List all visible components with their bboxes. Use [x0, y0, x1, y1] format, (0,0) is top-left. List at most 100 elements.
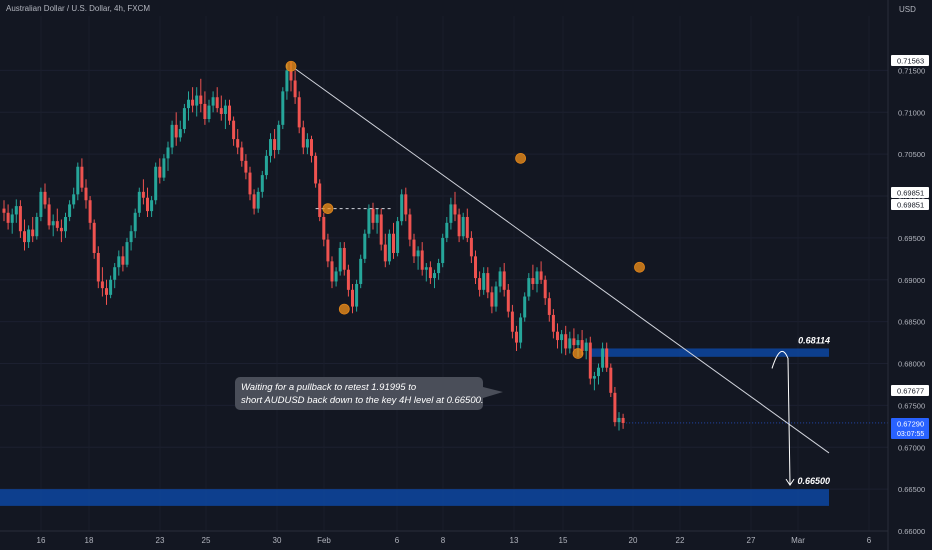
candle-bear	[543, 279, 547, 299]
price-label: 0.69851	[897, 201, 924, 210]
candle-bear	[310, 139, 313, 156]
candle-bull	[72, 194, 76, 205]
price-label: 0.67290	[897, 420, 924, 429]
y-tick-label: 0.71500	[898, 66, 925, 75]
candle-bear	[371, 208, 375, 223]
candle-bear	[515, 331, 518, 343]
support-zones: 0.68114 0.66500	[0, 335, 830, 506]
candle-bear	[105, 288, 108, 295]
candle-bear	[273, 139, 277, 150]
candle-bull	[433, 273, 436, 279]
candle-bull	[387, 233, 391, 262]
candle-bear	[551, 314, 555, 332]
candle-bull	[182, 108, 186, 130]
x-tick-label: 22	[676, 536, 685, 545]
candle-bull	[35, 216, 39, 237]
y-tick-label: 0.68000	[898, 360, 925, 369]
candle-bear	[203, 103, 207, 119]
candle-bull	[207, 105, 211, 119]
candle-bull	[449, 204, 453, 223]
callout-line-1: Waiting for a pullback to retest 1.91995…	[241, 382, 417, 393]
callout-line-2: short AUDUSD back down to the key 4H lev…	[241, 395, 484, 406]
candle-bull	[264, 155, 268, 176]
candle-bull	[584, 342, 588, 351]
candle-bear	[199, 95, 203, 104]
candle-bull	[269, 139, 272, 156]
candle-bull	[150, 200, 154, 212]
y-tick-label: 0.70500	[898, 150, 925, 159]
time-axis[interactable]: 16 18 23 25 30 Feb 6 8 13 15 20 22 27 Mar 6	[0, 530, 888, 545]
x-tick-label: 15	[559, 536, 568, 545]
x-tick-label: 13	[510, 536, 519, 545]
candle-bear	[252, 194, 256, 209]
swing-marker	[322, 203, 334, 215]
price-axis[interactable]: 0.715000.710000.705000.700000.695000.690…	[887, 0, 929, 550]
candle-bear	[605, 348, 609, 368]
candle-bear	[383, 244, 387, 262]
candle-bull	[281, 91, 285, 125]
y-tick-label: 0.69500	[898, 234, 925, 243]
candle-bear	[301, 127, 305, 148]
candle-bear	[342, 247, 346, 270]
candle-bull	[27, 229, 31, 243]
candle-bear	[404, 194, 408, 215]
y-tick-label: 0.67000	[898, 443, 925, 452]
candle-bull	[117, 256, 121, 268]
candle-bear	[121, 256, 125, 265]
candle-bear	[289, 70, 293, 81]
candlesticks	[2, 62, 625, 431]
x-tick-label: 25	[202, 536, 211, 545]
candle-bull	[523, 296, 527, 318]
swing-marker	[572, 348, 584, 359]
support-zone	[0, 489, 829, 506]
candle-bull	[178, 129, 182, 138]
candle-bull	[137, 191, 141, 213]
candle-bear	[322, 216, 326, 240]
price-label-badge	[891, 187, 929, 198]
candle-bull	[109, 279, 113, 295]
candle-bull	[367, 208, 371, 234]
candle-bear	[297, 97, 301, 128]
candle-bear	[43, 191, 47, 205]
candle-bull	[592, 376, 596, 379]
candle-bear	[502, 271, 506, 290]
candle-bear	[47, 204, 51, 226]
candle-bear	[490, 292, 494, 307]
candle-bull	[482, 273, 486, 290]
candle-bear	[408, 214, 412, 240]
candle-bull	[154, 166, 158, 201]
candle-bear	[96, 252, 100, 282]
bar-countdown: 03:07:55	[897, 431, 924, 438]
candle-bull	[187, 99, 190, 109]
candle-bear	[379, 214, 383, 245]
candle-bear	[2, 208, 6, 213]
candle-bear	[232, 120, 236, 140]
candle-bull	[568, 338, 572, 349]
candle-bear	[174, 124, 178, 138]
candle-bear	[539, 271, 543, 280]
x-tick-label: 20	[629, 536, 638, 545]
candle-bear	[31, 229, 35, 237]
candle-bull	[519, 317, 523, 343]
y-tick-label: 0.66500	[898, 485, 925, 494]
trendline	[294, 68, 830, 454]
candle-bear	[412, 239, 416, 257]
callout-pointer	[483, 387, 503, 398]
candle-bear	[55, 221, 59, 228]
candle-bull	[285, 70, 289, 92]
candle-bear	[564, 334, 568, 349]
candle-bull	[260, 175, 264, 192]
candle-bull	[617, 417, 621, 423]
y-tick-label: 0.67500	[898, 401, 925, 410]
candle-bear	[23, 231, 26, 243]
candle-bear	[580, 340, 584, 351]
analysis-callout: Waiting for a pullback to retest 1.91995…	[235, 377, 484, 410]
candle-bull	[211, 97, 215, 106]
candle-bull	[396, 221, 400, 253]
price-label: 0.71563	[897, 57, 924, 66]
x-tick-label: 6	[867, 536, 872, 545]
candle-bull	[170, 124, 174, 148]
candle-bull	[535, 271, 539, 284]
swing-marker	[285, 60, 297, 72]
